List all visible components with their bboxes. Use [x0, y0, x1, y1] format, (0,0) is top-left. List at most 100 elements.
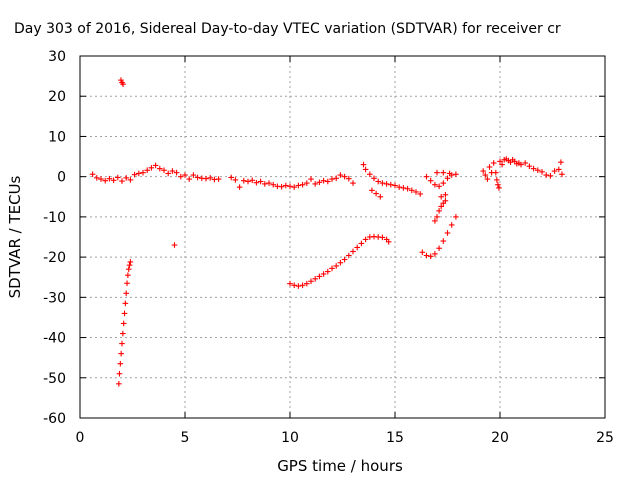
data-point	[299, 181, 306, 188]
data-point	[438, 193, 444, 200]
data-point	[436, 245, 442, 252]
grid	[80, 56, 605, 418]
data-point	[367, 171, 373, 178]
data-point	[329, 265, 335, 272]
data-point	[497, 158, 503, 165]
data-point	[325, 178, 331, 185]
y-tick-label: -50	[43, 371, 66, 387]
y-tick-label: 30	[48, 49, 66, 65]
data-point	[144, 167, 150, 174]
x-tick-label: 0	[76, 430, 85, 446]
data-point	[354, 244, 360, 251]
data-point	[543, 172, 549, 178]
data-point	[124, 280, 130, 287]
data-point	[413, 189, 419, 195]
y-tick-label: -20	[43, 250, 66, 266]
data-point	[329, 176, 335, 182]
data-point	[131, 171, 138, 178]
data-point	[432, 251, 438, 257]
data-point	[350, 180, 356, 186]
data-point	[125, 266, 132, 272]
data-point	[371, 175, 377, 182]
data-point	[375, 178, 381, 185]
data-point	[535, 167, 541, 174]
data-point	[341, 173, 348, 180]
data-point	[490, 160, 497, 166]
data-point	[304, 280, 310, 287]
data-point	[482, 172, 489, 178]
data-point	[377, 193, 384, 200]
data-point	[551, 168, 558, 174]
data-point	[123, 175, 129, 181]
data-point	[116, 381, 122, 387]
data-point	[270, 181, 276, 188]
data-point	[522, 160, 528, 166]
data-point	[484, 176, 491, 182]
data-point	[127, 259, 134, 265]
data-point	[400, 185, 407, 191]
data-point	[117, 360, 124, 367]
data-point	[287, 183, 293, 190]
data-point	[396, 184, 402, 190]
data-point	[190, 172, 197, 178]
data-point	[262, 181, 268, 187]
data-point	[120, 81, 126, 87]
data-point	[453, 171, 459, 178]
y-tick-label: 10	[48, 129, 66, 145]
data-point	[438, 203, 444, 210]
data-point	[98, 176, 104, 182]
data-point	[350, 248, 356, 255]
data-point	[453, 214, 459, 220]
data-point	[165, 170, 171, 177]
data-point	[360, 161, 367, 168]
data-point	[283, 182, 289, 189]
data-point	[120, 320, 127, 327]
data-point	[207, 175, 213, 181]
data-point	[178, 173, 184, 180]
data-point	[446, 170, 453, 177]
data-point	[115, 174, 121, 181]
data-point	[432, 218, 438, 224]
data-point	[257, 178, 264, 185]
data-point	[495, 181, 501, 188]
data-point	[427, 177, 434, 184]
data-point	[383, 181, 390, 187]
data-point	[228, 174, 234, 181]
data-point	[440, 169, 447, 176]
data-point	[320, 271, 327, 277]
data-point	[308, 176, 314, 182]
data-point	[493, 169, 499, 176]
data-point	[444, 175, 451, 182]
data-point	[346, 252, 352, 259]
data-point	[333, 175, 339, 182]
data-point	[558, 159, 564, 165]
data-point	[316, 179, 323, 186]
data-point	[152, 162, 159, 169]
data-point	[169, 168, 176, 174]
data-point	[140, 169, 146, 176]
data-point	[295, 283, 302, 289]
data-point	[110, 177, 117, 184]
data-point	[518, 161, 524, 168]
data-point	[312, 276, 318, 282]
x-axis-label: GPS time / hours	[277, 457, 403, 475]
data-point	[423, 173, 430, 180]
data-point	[94, 175, 100, 181]
data-point	[440, 180, 447, 186]
data-point	[308, 278, 314, 285]
data-point	[249, 177, 255, 184]
data-point	[556, 166, 562, 173]
data-point	[539, 169, 545, 175]
x-tick-label: 10	[281, 430, 299, 446]
data-point	[127, 177, 134, 183]
data-point	[486, 164, 493, 170]
data-point	[547, 173, 554, 179]
data-point	[278, 183, 285, 190]
data-point	[379, 180, 386, 186]
data-point	[423, 252, 430, 259]
data-point	[409, 187, 415, 194]
y-tick-label: 0	[57, 170, 66, 186]
data-point	[122, 300, 129, 307]
data-point	[337, 259, 344, 266]
data-point	[245, 178, 251, 185]
